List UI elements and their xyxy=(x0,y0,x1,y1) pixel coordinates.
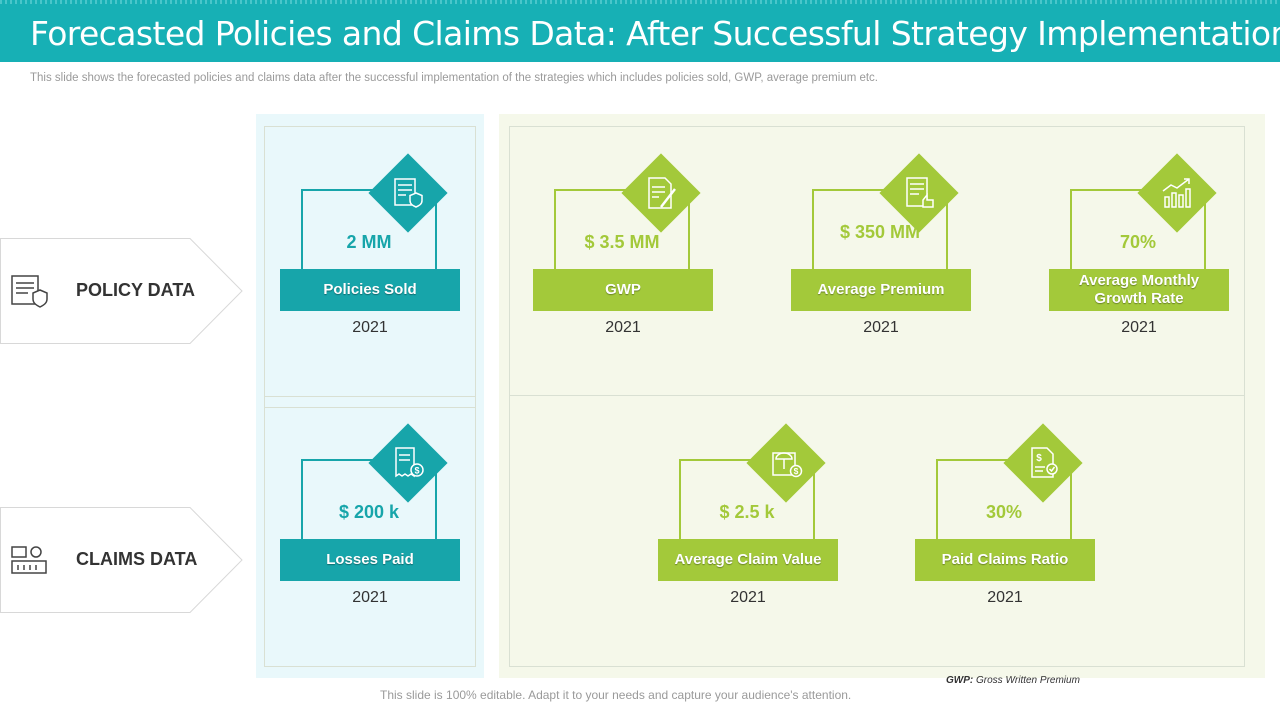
card-losses-paid: $ $ 200 k Losses Paid 2021 xyxy=(280,423,460,606)
card-year: 2021 xyxy=(730,589,766,606)
card-average-premium: $ 350 MM Average Premium 2021 xyxy=(791,153,971,336)
card-value: 30% xyxy=(985,502,1023,522)
policy-document-icon xyxy=(11,275,48,308)
card-year: 2021 xyxy=(605,319,641,336)
card-paid-claims-ratio: $ 30% Paid Claims Ratio 2021 xyxy=(915,423,1095,606)
row-label-policy: POLICY DATA xyxy=(0,238,244,344)
svg-text:$: $ xyxy=(414,466,419,476)
claim-umbrella-icon: $ xyxy=(772,452,803,478)
card-year: 2021 xyxy=(987,589,1023,606)
card-label: Paid Claims Ratio xyxy=(915,539,1095,581)
card-label: GWP xyxy=(533,269,713,311)
row-label-text: CLAIMS DATA xyxy=(76,549,198,569)
document-check-icon: $ xyxy=(1031,447,1058,478)
row-arrow-shape xyxy=(0,507,243,613)
policy-shield-icon xyxy=(394,178,423,208)
card-year: 2021 xyxy=(1121,319,1157,336)
card-average-claim: $ $ 2.5 k Average Claim Value 2021 xyxy=(658,423,838,606)
card-frame xyxy=(1070,189,1206,269)
card-value: 2 MM xyxy=(346,232,392,252)
panel-cell-bottom xyxy=(264,396,476,667)
svg-text:$: $ xyxy=(1036,453,1042,464)
row-label-text: POLICY DATA xyxy=(76,280,196,300)
growth-chart-icon xyxy=(1162,178,1191,208)
card-year: 2021 xyxy=(352,589,388,606)
card-value: $ 2.5 k xyxy=(719,502,775,522)
page-title: Forecasted Policies and Claims Data: Aft… xyxy=(30,14,1280,53)
card-policies-sold: 2 MM Policies Sold 2021 xyxy=(280,153,460,336)
card-frame xyxy=(301,459,437,539)
row-arrow-shape xyxy=(0,238,243,344)
svg-text:$: $ xyxy=(794,466,799,476)
title-bar: Forecasted Policies and Claims Data: Aft… xyxy=(0,0,1280,62)
row-label-claims: CLAIMS DATA xyxy=(0,507,244,613)
card-label: Average Monthly Growth Rate xyxy=(1049,269,1229,311)
invoice-dollar-icon: $ xyxy=(395,447,424,478)
metrics-panel xyxy=(499,114,1265,678)
card-frame xyxy=(679,459,815,539)
card-year: 2021 xyxy=(863,319,899,336)
card-gwp: $ 3.5 MM GWP 2021 xyxy=(533,153,713,336)
card-value: $ 3.5 MM xyxy=(584,232,660,252)
card-label: Average Claim Value xyxy=(658,539,838,581)
document-pen-icon xyxy=(648,177,676,209)
claims-money-icon xyxy=(11,546,47,574)
card-year: 2021 xyxy=(352,319,388,336)
panel-cell-bottom xyxy=(509,395,1245,667)
gwp-footnote-text: Gross Written Premium xyxy=(976,675,1080,686)
card-label: Average Premium xyxy=(791,269,971,311)
card-average-growth: 70% Average Monthly Growth Rate 2021 xyxy=(1049,153,1229,336)
card-frame xyxy=(936,459,1072,539)
card-value: $ 350 MM xyxy=(839,222,921,242)
footer-note: This slide is 100% editable. Adapt it to… xyxy=(380,688,852,702)
card-label: Policies Sold xyxy=(280,269,460,311)
card-label: Losses Paid xyxy=(280,539,460,581)
policy-claims-panel xyxy=(256,114,484,678)
title-bar-pattern xyxy=(0,0,1280,4)
card-frame xyxy=(554,189,690,269)
page-subtitle: This slide shows the forecasted policies… xyxy=(30,72,879,84)
gwp-footnote: GWP: Gross Written Premium xyxy=(946,675,1080,686)
card-frame xyxy=(301,189,437,269)
card-value: $ 200 k xyxy=(338,502,400,522)
document-thumbs-up-icon xyxy=(906,177,934,208)
card-value: 70% xyxy=(1119,232,1157,252)
panel-cell-top xyxy=(264,126,476,408)
gwp-footnote-abbr: GWP: xyxy=(946,675,974,686)
card-frame xyxy=(812,189,948,269)
